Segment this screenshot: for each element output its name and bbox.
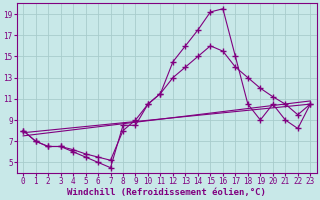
X-axis label: Windchill (Refroidissement éolien,°C): Windchill (Refroidissement éolien,°C) [67, 188, 266, 197]
